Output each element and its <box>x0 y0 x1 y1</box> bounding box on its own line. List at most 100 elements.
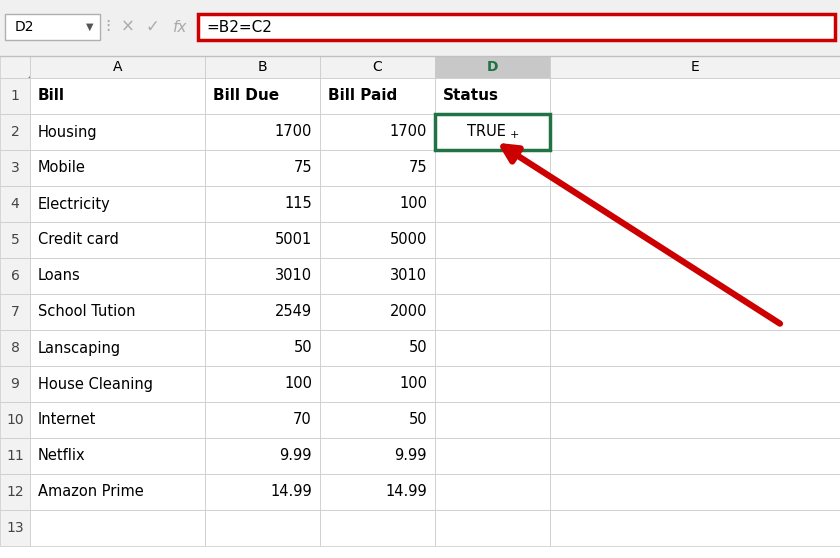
Text: 14.99: 14.99 <box>386 484 427 499</box>
Text: B: B <box>258 60 267 74</box>
Text: ▼: ▼ <box>87 22 94 32</box>
Text: Netflix: Netflix <box>38 449 86 464</box>
Bar <box>205 474 320 510</box>
Bar <box>205 222 320 258</box>
Text: Loans: Loans <box>38 268 81 283</box>
Bar <box>205 438 320 474</box>
Bar <box>320 78 435 114</box>
Bar <box>0 402 30 438</box>
Text: 12: 12 <box>6 485 24 499</box>
Bar <box>320 510 435 546</box>
Text: 9.99: 9.99 <box>280 449 312 464</box>
Bar <box>320 366 435 402</box>
Text: 5001: 5001 <box>275 233 312 248</box>
Bar <box>0 510 30 546</box>
Text: 6: 6 <box>11 269 19 283</box>
Bar <box>205 150 320 186</box>
Bar <box>0 78 30 114</box>
Bar <box>0 222 30 258</box>
Text: 7: 7 <box>11 305 19 319</box>
Bar <box>198 14 835 40</box>
Bar <box>550 186 840 222</box>
Text: Credit card: Credit card <box>38 233 119 248</box>
Text: 4: 4 <box>11 197 19 211</box>
Bar <box>0 258 30 294</box>
Text: 1700: 1700 <box>390 124 427 140</box>
Bar <box>0 56 30 78</box>
Bar <box>550 402 840 438</box>
Text: 1: 1 <box>11 89 19 103</box>
Bar <box>30 114 205 150</box>
Text: 70: 70 <box>293 412 312 427</box>
Bar <box>435 438 550 474</box>
Bar <box>30 186 205 222</box>
Bar <box>320 402 435 438</box>
Text: D2: D2 <box>15 20 34 34</box>
Text: 3010: 3010 <box>275 268 312 283</box>
Bar <box>30 56 205 78</box>
Text: 14.99: 14.99 <box>270 484 312 499</box>
Text: 8: 8 <box>11 341 19 355</box>
Text: 100: 100 <box>284 377 312 392</box>
Text: TRUE: TRUE <box>467 124 506 140</box>
Bar <box>550 258 840 294</box>
Bar <box>320 438 435 474</box>
Text: 10: 10 <box>6 413 24 427</box>
Bar <box>30 294 205 330</box>
Text: 11: 11 <box>6 449 24 463</box>
Text: Internet: Internet <box>38 412 97 427</box>
Text: 115: 115 <box>284 196 312 211</box>
Text: 100: 100 <box>399 196 427 211</box>
Bar <box>30 510 205 546</box>
Bar <box>320 114 435 150</box>
Text: D: D <box>486 60 498 74</box>
Text: E: E <box>690 60 700 74</box>
Bar <box>30 474 205 510</box>
Bar <box>435 366 550 402</box>
Bar <box>550 56 840 78</box>
Bar <box>435 474 550 510</box>
Bar <box>0 330 30 366</box>
Bar <box>550 78 840 114</box>
Bar <box>320 474 435 510</box>
Bar <box>435 510 550 546</box>
Text: 1700: 1700 <box>275 124 312 140</box>
Text: Amazon Prime: Amazon Prime <box>38 484 144 499</box>
Bar <box>435 330 550 366</box>
Bar <box>435 294 550 330</box>
Bar <box>5 14 100 40</box>
Bar <box>30 366 205 402</box>
Bar <box>0 114 30 150</box>
Bar <box>205 186 320 222</box>
Bar <box>30 330 205 366</box>
Text: 9.99: 9.99 <box>395 449 427 464</box>
Text: 2000: 2000 <box>390 305 427 320</box>
Bar <box>550 222 840 258</box>
Text: School Tution: School Tution <box>38 305 135 320</box>
Bar <box>435 56 550 78</box>
Text: =B2=C2: =B2=C2 <box>206 20 272 35</box>
Bar <box>205 78 320 114</box>
Text: 100: 100 <box>399 377 427 392</box>
Text: Lanscaping: Lanscaping <box>38 340 121 355</box>
Text: 9: 9 <box>11 377 19 391</box>
Bar <box>320 150 435 186</box>
Bar <box>30 150 205 186</box>
Bar <box>550 510 840 546</box>
Text: 75: 75 <box>293 161 312 176</box>
Text: ✓: ✓ <box>145 18 159 36</box>
Text: Bill Due: Bill Due <box>213 89 279 103</box>
Bar <box>0 150 30 186</box>
Polygon shape <box>28 76 30 78</box>
Text: Mobile: Mobile <box>38 161 86 176</box>
Bar <box>550 474 840 510</box>
Bar <box>320 56 435 78</box>
Bar <box>550 150 840 186</box>
Bar <box>30 78 205 114</box>
Text: 13: 13 <box>6 521 24 535</box>
Text: House Cleaning: House Cleaning <box>38 377 153 392</box>
Text: Housing: Housing <box>38 124 97 140</box>
Text: 50: 50 <box>293 340 312 355</box>
Bar <box>550 366 840 402</box>
Bar <box>30 222 205 258</box>
